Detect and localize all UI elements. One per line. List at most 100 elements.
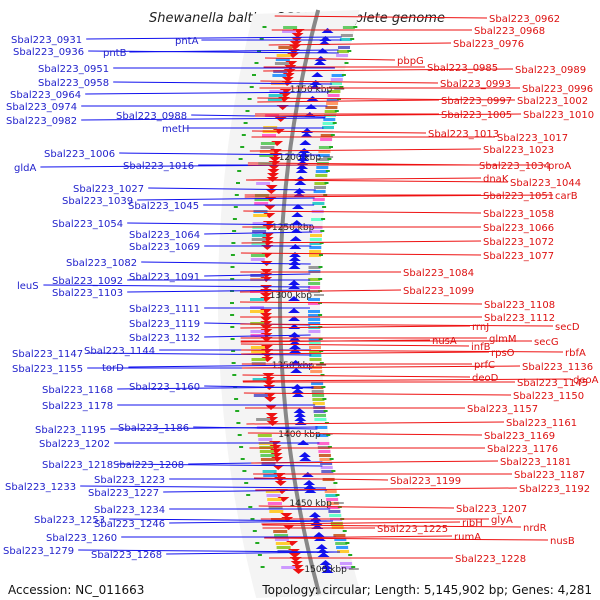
cog-block	[251, 350, 266, 353]
cog-block	[273, 70, 288, 73]
left-leader-line	[78, 549, 340, 553]
forward-gene	[300, 132, 313, 137]
gc-mark	[351, 566, 356, 568]
left-leader-line	[88, 50, 339, 54]
right-gene-label: Sbal223_1002	[517, 96, 588, 107]
left-gene-label: Sbal223_0936	[13, 47, 84, 58]
cog-block	[276, 546, 291, 549]
gc-mark	[230, 278, 235, 280]
cog-block	[267, 498, 282, 501]
right-gene-label: Sbal223_1010	[523, 110, 594, 121]
reverse-gene	[267, 165, 280, 170]
cog-block	[275, 58, 290, 61]
gc-mark	[327, 158, 332, 160]
right-gene-label: Sbal223_1169	[484, 431, 555, 442]
reverse-gene	[274, 481, 287, 486]
forward-gene	[293, 408, 306, 413]
gc-mark	[238, 158, 243, 160]
left-gene-label: Sbal223_1233	[5, 482, 76, 493]
reverse-gene	[260, 317, 273, 322]
cog-block	[324, 490, 337, 493]
right-gene-label: Sbal223_1005	[441, 110, 512, 121]
gc-mark	[231, 350, 236, 352]
forward-gene	[288, 296, 300, 301]
right-leader-line	[241, 349, 564, 353]
left-gene-label: Sbal223_0988	[116, 111, 187, 122]
gc-mark	[320, 374, 325, 376]
right-gene-label: Sbal223_1161	[506, 418, 577, 429]
left-gene-label: Sbal223_0964	[10, 90, 81, 101]
right-leader-line	[257, 99, 440, 103]
cog-block	[261, 462, 276, 465]
cog-block	[308, 318, 321, 321]
left-leader-line	[204, 231, 313, 235]
gc-mark	[341, 74, 346, 76]
gc-mark	[323, 410, 328, 412]
gc-mark	[248, 506, 253, 508]
gc-mark	[240, 146, 245, 148]
right-gene-label: Sbal223_0993	[440, 79, 511, 90]
left-gene-label: Sbal223_1119	[129, 319, 200, 330]
cog-block	[312, 202, 325, 205]
cog-block	[331, 74, 344, 77]
cog-block	[260, 454, 275, 457]
gc-mark	[254, 62, 259, 64]
forward-gene	[315, 544, 328, 549]
left-gene-label: Sbal223_1132	[129, 333, 200, 344]
gc-mark	[234, 194, 239, 196]
right-leader-line	[264, 57, 396, 61]
reverse-gene	[280, 513, 293, 518]
right-gene-label: Sbal223_1228	[455, 554, 526, 565]
gc-mark	[327, 446, 332, 448]
left-gene-label: Sbal223_1160	[129, 382, 200, 393]
gc-mark	[232, 374, 237, 376]
cog-block	[320, 466, 333, 469]
forward-gene	[298, 452, 311, 457]
right-gene-label: Sbal223_1017	[497, 133, 568, 144]
right-leader-line	[240, 323, 554, 327]
cog-block	[250, 346, 265, 349]
cog-block	[260, 458, 275, 461]
right-leader-line	[260, 80, 439, 84]
right-gene-label: rpsO	[491, 348, 515, 359]
gc-mark	[235, 410, 240, 412]
cog-block	[252, 378, 267, 381]
cog-block	[317, 442, 330, 445]
cog-block	[250, 310, 264, 313]
gc-mark	[236, 182, 240, 184]
right-gene-label: deoA	[573, 375, 599, 386]
right-leader-line	[261, 521, 461, 525]
cog-block	[309, 242, 322, 245]
gc-mark	[240, 458, 245, 460]
cog-block	[326, 502, 339, 505]
right-gene-label: Sbal223_1136	[522, 362, 593, 373]
cog-block	[338, 46, 350, 49]
cog-block	[262, 470, 277, 473]
cog-block	[250, 258, 265, 261]
reverse-gene	[290, 561, 303, 566]
cog-block	[320, 138, 333, 141]
cog-block	[252, 222, 267, 225]
cog-block	[250, 254, 265, 257]
right-gene-label: dnaK	[483, 174, 509, 185]
gc-mark	[246, 494, 251, 496]
cog-block	[326, 498, 339, 501]
reverse-gene	[268, 157, 281, 162]
cog-block	[274, 62, 289, 65]
cog-block	[314, 182, 327, 185]
left-gene-labels: Sbal223_0931 pntA Sbal223_0936 pntB Sbal223_…	[3, 35, 200, 561]
cog-block	[328, 90, 341, 93]
right-leader-line	[247, 432, 483, 436]
forward-gene	[290, 220, 303, 225]
cog-block	[259, 150, 274, 153]
cog-block	[311, 382, 324, 385]
cog-block	[340, 34, 353, 37]
right-gene-label: nusA	[432, 336, 457, 347]
cog-block	[265, 490, 280, 493]
forward-gene	[291, 388, 304, 393]
right-gene-label: Sbal223_1084	[403, 268, 474, 279]
cog-block	[250, 274, 265, 277]
left-leader-line	[109, 518, 333, 522]
gc-mark	[319, 362, 324, 364]
right-leader-line	[268, 42, 452, 46]
